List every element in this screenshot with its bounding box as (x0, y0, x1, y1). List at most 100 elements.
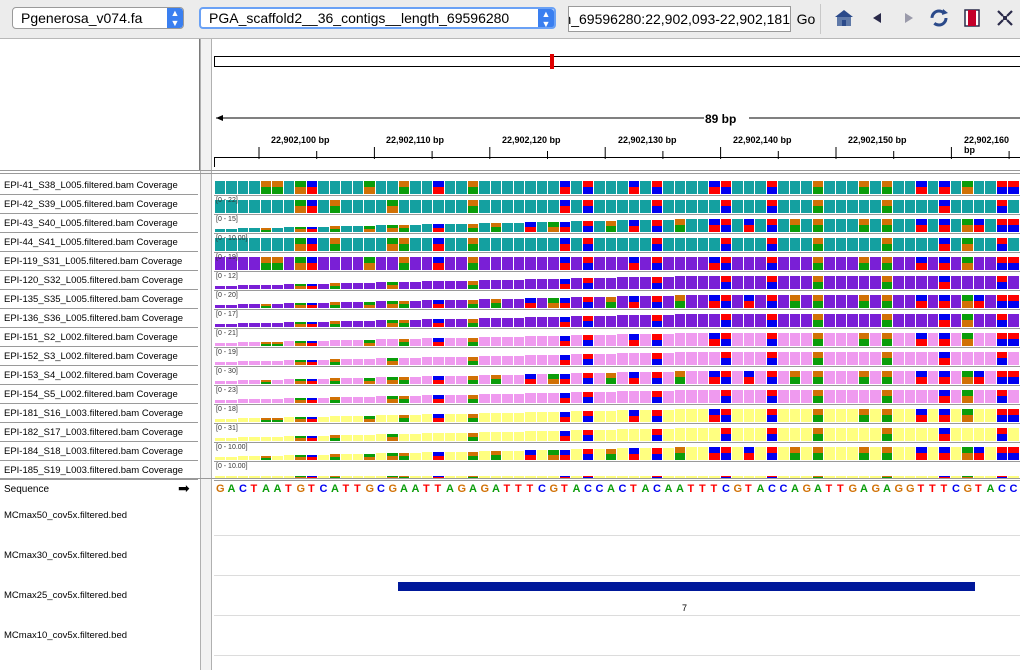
coverage-track-label[interactable]: EPI-42_S39_L005.filtered.bam Coverage (0, 195, 198, 214)
allele-bar (996, 238, 1007, 244)
allele-bar (962, 219, 973, 225)
coverage-bar (375, 200, 386, 213)
sequence-base: G (733, 483, 743, 495)
allele-bar (628, 454, 639, 460)
allele-bar (467, 342, 478, 346)
allele-bar (812, 263, 823, 270)
coverage-bar (950, 333, 961, 346)
allele-bar (766, 428, 777, 434)
coverage-bar (237, 200, 248, 213)
coverage-bar (697, 238, 708, 251)
coverage-bar (375, 181, 386, 194)
allele-bar (881, 187, 892, 194)
forward-icon[interactable] (898, 8, 918, 28)
sequence-base: A (262, 483, 270, 495)
allele-bar (789, 295, 800, 301)
coverage-track-label[interactable]: EPI-184_S18_L003.filtered.bam Coverage (0, 442, 198, 461)
allele-bar (582, 200, 593, 206)
coverage-track-label[interactable]: EPI-120_S32_L005.filtered.bam Coverage (0, 271, 198, 290)
coverage-track-label[interactable]: EPI-152_S3_L002.filtered.bam Coverage (0, 347, 198, 366)
coverage-bar (674, 276, 685, 289)
coverage-track-label[interactable]: EPI-41_S38_L005.filtered.bam Coverage (0, 176, 198, 195)
allele-bar (881, 352, 892, 358)
coverage-bar (824, 295, 835, 308)
coverage-bar (743, 409, 754, 422)
allele-bar (433, 257, 444, 263)
coverage-bar (778, 333, 789, 346)
coverage-bar (490, 413, 501, 422)
coverage-bar (536, 279, 547, 289)
sequence-base: C (239, 483, 247, 495)
coverage-bar (272, 228, 283, 232)
coverage-bar (778, 257, 789, 270)
strand-arrow-icon[interactable]: ➡ (178, 480, 190, 496)
coverage-bar (490, 337, 501, 346)
coverage-track-label[interactable]: EPI-185_S19_L003.filtered.bam Coverage (0, 461, 198, 480)
coverage-bar (743, 257, 754, 270)
home-icon[interactable] (834, 8, 854, 28)
allele-bar (329, 476, 340, 477)
data-panel[interactable] (214, 0, 1020, 670)
allele-bar (881, 428, 892, 434)
allele-bar (306, 417, 317, 419)
genome-dropdown[interactable]: Pgenerosa_v074.fa ▲ ▼ (12, 7, 184, 29)
coverage-track-label[interactable]: EPI-43_S40_L005.filtered.bam Coverage (0, 214, 198, 233)
go-button[interactable]: Go (796, 11, 816, 27)
chromosome-dropdown[interactable]: PGA_scaffold2__36_contigs__length_695962… (199, 7, 556, 29)
coverage-bar (214, 476, 225, 479)
region-icon[interactable] (962, 8, 982, 28)
coverage-bar (249, 437, 260, 441)
refresh-icon[interactable] (929, 8, 949, 28)
panel-divider[interactable] (200, 39, 212, 670)
coverage-bar (536, 200, 547, 213)
chromosome-ideogram[interactable] (214, 56, 1020, 67)
allele-bar (582, 257, 593, 263)
sequence-base: G (365, 483, 375, 495)
coverage-bar (640, 296, 651, 308)
coverage-track-label[interactable]: EPI-154_S5_L002.filtered.bam Coverage (0, 385, 198, 404)
coverage-track-label[interactable]: EPI-153_S4_L002.filtered.bam Coverage (0, 366, 198, 385)
coverage-bar (249, 380, 260, 384)
back-icon[interactable] (868, 8, 888, 28)
coverage-bar (697, 476, 708, 479)
ruler[interactable] (214, 100, 1020, 170)
coverage-bar (985, 181, 996, 194)
coverage-bar (743, 352, 754, 365)
allele-bar (306, 419, 317, 422)
allele-bar (996, 434, 1007, 441)
resize-icon[interactable] (995, 8, 1015, 28)
allele-bar (916, 339, 927, 346)
coverage-bar (444, 433, 455, 441)
coverage-track-label[interactable]: EPI-181_S16_L003.filtered.bam Coverage (0, 404, 198, 423)
coverage-bar (789, 409, 800, 422)
coverage-track-label[interactable]: EPI-136_S36_L005.filtered.bam Coverage (0, 309, 198, 328)
allele-bar (628, 263, 639, 270)
coverage-track-label[interactable]: EPI-135_S35_L005.filtered.bam Coverage (0, 290, 198, 309)
locus-input[interactable]: PGA_scaffold2__36_contigs__length_695962… (568, 6, 791, 32)
coverage-bar (835, 333, 846, 346)
coverage-track-label[interactable]: EPI-182_S17_L003.filtered.bam Coverage (0, 423, 198, 442)
coverage-track-label[interactable]: EPI-151_S2_L002.filtered.bam Coverage (0, 328, 198, 347)
allele-bar (329, 226, 340, 229)
chevron-updown-icon: ▲ ▼ (538, 9, 554, 27)
coverage-bar (352, 302, 363, 308)
bed-feature[interactable] (398, 582, 975, 591)
coverage-track-label[interactable]: EPI-119_S31_L005.filtered.bam Coverage (0, 252, 198, 271)
sequence-base: A (273, 483, 282, 495)
allele-bar (272, 187, 283, 194)
allele-bar (709, 263, 720, 270)
coverage-bar (525, 355, 536, 365)
coverage-bar (640, 334, 651, 346)
coverage-bar (456, 238, 467, 251)
coverage-bar (260, 399, 271, 403)
coverage-bar (778, 409, 789, 422)
allele-bar (766, 453, 777, 460)
coverage-bar (352, 340, 363, 346)
coverage-track-label[interactable]: EPI-44_S41_L005.filtered.bam Coverage (0, 233, 198, 252)
allele-bar (295, 436, 306, 438)
allele-bar (559, 298, 570, 303)
coverage-bar (226, 343, 237, 346)
allele-bar (467, 414, 478, 418)
allele-bar (467, 304, 478, 308)
allele-bar (582, 297, 593, 302)
